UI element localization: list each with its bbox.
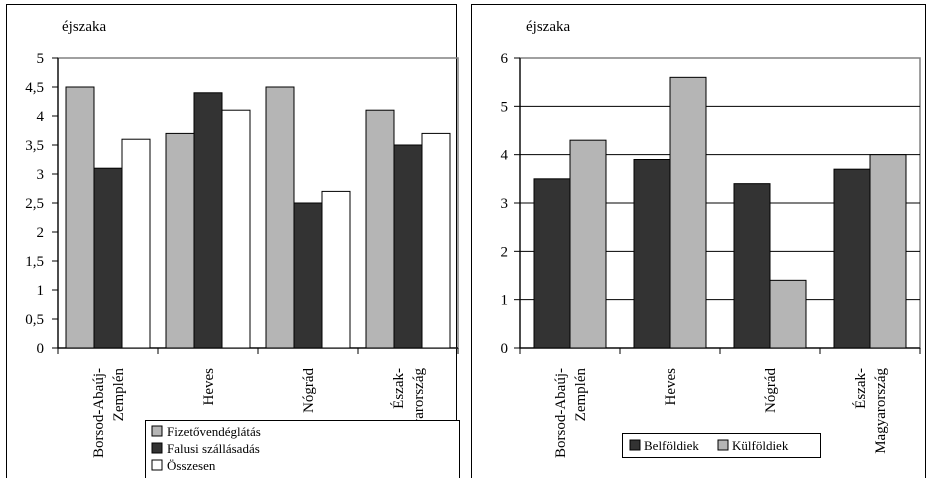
chart-1-y-tick-label: 1 (37, 283, 45, 299)
chart-1-category-label: Nógrád (301, 368, 317, 413)
chart-1-y-tick-label: 1,5 (25, 254, 44, 270)
chart-1-legend-label: Fizetővendéglátás (167, 424, 261, 439)
chart-2-bar (533, 178, 571, 349)
chart-1-bar (193, 92, 223, 349)
chart-1-bar (321, 190, 351, 349)
chart-1-y-tick-label: 5 (37, 51, 45, 67)
chart-1-legend-swatch (151, 425, 163, 437)
chart-2-category-label: Borsod-Abaúj- Zemplén (553, 368, 589, 458)
chart-2-category-label: Nógrád (763, 368, 779, 413)
chart-2-bar (633, 159, 671, 349)
chart-2-y-tick-label: 1 (501, 293, 509, 309)
chart-2-bar (869, 154, 907, 349)
chart-2-y-tick-label: 2 (501, 244, 509, 260)
chart-1-bar (393, 144, 423, 349)
chart-1-legend-label: Falusi szállásadás (167, 441, 260, 456)
chart-1-legend-swatch (151, 459, 163, 471)
chart-2-bar (833, 168, 871, 349)
chart-2-y-tick-label: 6 (501, 51, 509, 67)
chart-1-category-label: Heves (201, 368, 217, 406)
chart-1-legend-swatch (151, 442, 163, 454)
chart-1-accommodation-type: éjszaka 0 0,5 1 1,5 2 2,5 3 3,5 4 4,5 5 Borsod-Abaúj… (6, 4, 460, 478)
chart-1-y-tick-label: 4 (37, 109, 45, 125)
chart-2-guest-origin: éjszaka 0 1 2 3 4 5 6 Borsod-Abaúj- Zemplén Heves N… (471, 4, 926, 478)
chart-2-bar (569, 139, 607, 349)
chart-1-y-tick-label: 4,5 (25, 80, 44, 96)
chart-2-y-tick-label: 3 (501, 196, 509, 212)
chart-1-y-tick-label: 3 (37, 167, 45, 183)
chart-1-bar (121, 138, 151, 349)
chart-1-y-axis-label: éjszaka (62, 19, 106, 35)
chart-1-y-tick-label: 3,5 (25, 138, 44, 154)
chart-1-y-tick-label: 0 (37, 341, 45, 357)
chart-1-bar (293, 202, 323, 349)
chart-1-legend-label: Összesen (167, 458, 216, 473)
chart-1-bar (165, 132, 195, 349)
chart-2-category-label: Heves (663, 368, 679, 406)
chart-1-bar (65, 86, 95, 349)
chart-2-category-label: Észak- Magyarország (852, 368, 889, 454)
chart-2-y-tick-label: 5 (501, 99, 509, 115)
chart-2-legend-swatch (717, 439, 729, 451)
chart-2-y-axis-label: éjszaka (526, 19, 570, 35)
chart-1-y-tick-label: 2 (37, 225, 45, 241)
chart-1-legend (145, 420, 460, 478)
chart-2-bar (733, 183, 771, 349)
chart-2-legend-label: Belföldiek (644, 438, 699, 453)
chart-2-bar (669, 76, 707, 349)
chart-2-y-tick-label: 4 (501, 148, 509, 164)
chart-1-bar (265, 86, 295, 349)
chart-2-y-tick-label: 0 (501, 341, 509, 357)
chart-1-bar (221, 109, 251, 349)
chart-1-y-tick-label: 0,5 (25, 312, 44, 328)
chart-1-bar (365, 109, 395, 349)
chart-1-category-label: Borsod-Abaúj- Zemplén (91, 368, 127, 458)
chart-1-bar (421, 132, 451, 349)
chart-2-legend-swatch (629, 439, 641, 451)
chart-1-bar (93, 167, 123, 349)
chart-2-bar (769, 279, 807, 349)
chart-2-legend-label: Külföldiek (732, 438, 789, 453)
chart-1-y-tick-label: 2,5 (25, 196, 44, 212)
